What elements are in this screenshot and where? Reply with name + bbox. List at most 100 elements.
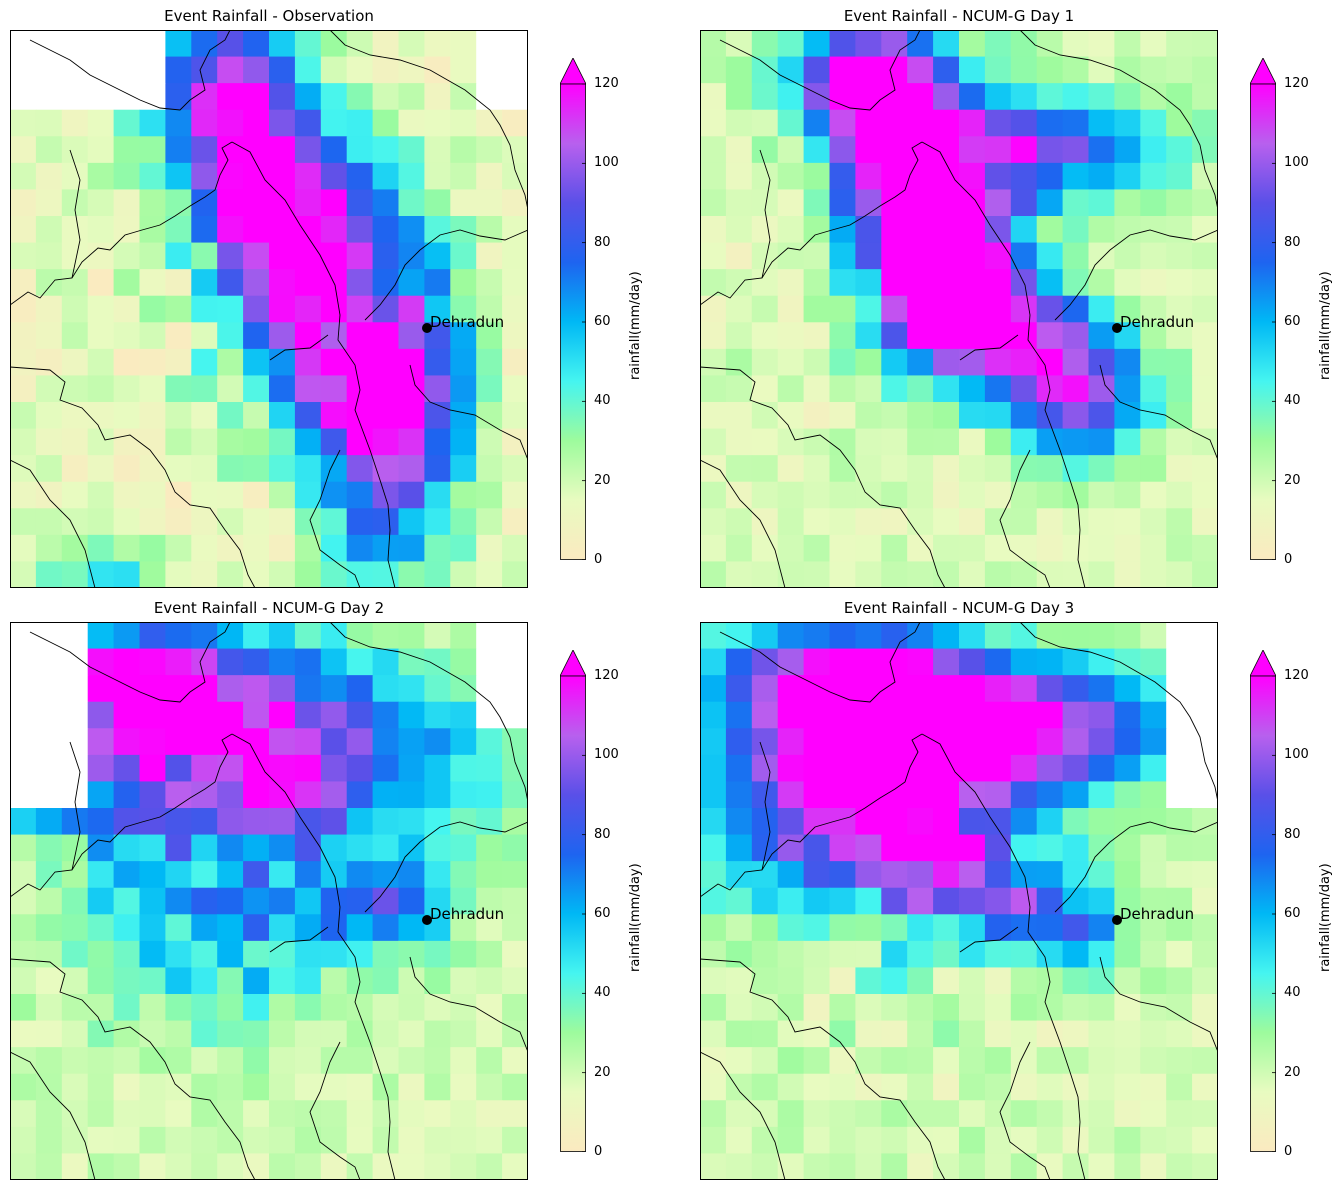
rainfall-cell xyxy=(10,83,37,111)
rainfall-cell xyxy=(777,914,805,942)
rainfall-cell xyxy=(269,428,296,456)
rainfall-cell xyxy=(907,534,934,563)
rainfall-cell xyxy=(984,834,1012,862)
rainfall-cell xyxy=(139,508,166,536)
rainfall-cell xyxy=(881,508,908,536)
rainfall-cell xyxy=(984,754,1012,783)
rainfall-cell xyxy=(61,322,89,350)
rainfall-cell xyxy=(320,675,348,703)
colorbar-tick-label: 40 xyxy=(594,985,611,1001)
rainfall-cell xyxy=(87,322,115,350)
rainfall-cell xyxy=(700,940,727,969)
rainfall-cell xyxy=(1114,754,1141,783)
rainfall-cell xyxy=(191,375,218,403)
rainfall-cell xyxy=(320,455,348,483)
rainfall-cell xyxy=(35,781,63,809)
rainfall-cell xyxy=(777,109,805,137)
rainfall-cell xyxy=(61,162,89,191)
rainfall-cell xyxy=(424,781,451,809)
rainfall-cell xyxy=(165,967,192,995)
state-boundary xyxy=(269,926,329,953)
rainfall-cell xyxy=(907,808,934,836)
rainfall-cell xyxy=(751,402,779,430)
rainfall-cell xyxy=(10,162,37,191)
rainfall-cell xyxy=(803,967,831,995)
rainfall-cell xyxy=(1140,861,1167,889)
rainfall-cell xyxy=(751,481,779,509)
rainfall-cell xyxy=(1088,1153,1115,1180)
rainfall-cell xyxy=(139,861,166,889)
rainfall-cell xyxy=(294,1020,322,1048)
rainfall-cell xyxy=(1192,375,1218,403)
rainfall-cell xyxy=(1192,561,1218,588)
rainfall-cell xyxy=(1088,269,1115,297)
rainfall-cell xyxy=(881,109,908,137)
state-boundary xyxy=(29,622,231,703)
rainfall-cell xyxy=(1140,83,1167,111)
rainfall-cell xyxy=(191,269,218,297)
state-boundary xyxy=(959,926,1019,953)
rainfall-cell xyxy=(346,295,374,323)
rainfall-cell xyxy=(320,754,348,783)
state-boundary xyxy=(759,149,771,279)
rainfall-cell xyxy=(113,675,141,703)
rainfall-cell xyxy=(1036,534,1064,563)
rainfall-cell xyxy=(294,808,322,836)
rainfall-cell xyxy=(346,914,374,942)
rainfall-cell xyxy=(1088,887,1115,915)
rainfall-cell xyxy=(346,1100,374,1128)
rainfall-cell xyxy=(346,455,374,483)
rainfall-cell xyxy=(725,561,753,588)
rainfall-cell xyxy=(1166,1100,1193,1128)
rainfall-cell xyxy=(346,162,374,191)
rainfall-cell xyxy=(803,561,831,588)
rainfall-cell xyxy=(881,348,908,377)
rainfall-cell xyxy=(165,834,192,862)
rainfall-cell xyxy=(269,861,296,889)
rainfall-cell xyxy=(217,561,244,588)
rainfall-cell xyxy=(1114,675,1141,703)
rainfall-cell xyxy=(1192,781,1218,809)
rainfall-cell xyxy=(984,428,1012,456)
rainfall-cell xyxy=(372,428,400,456)
rainfall-cell xyxy=(933,1020,960,1048)
rainfall-cell xyxy=(87,675,115,703)
rainfall-cell xyxy=(61,914,89,942)
rainfall-cell xyxy=(398,534,425,563)
rainfall-cell xyxy=(751,675,779,703)
state-boundary xyxy=(10,1051,96,1180)
rainfall-cell xyxy=(372,622,400,650)
rainfall-cell xyxy=(1036,1100,1064,1128)
rainfall-cell xyxy=(35,1100,63,1128)
rainfall-cell xyxy=(1166,861,1193,889)
rainfall-cell xyxy=(1192,622,1218,650)
rainfall-cell xyxy=(502,701,528,729)
rainfall-cell xyxy=(1140,30,1167,58)
rainfall-cell xyxy=(139,914,166,942)
rainfall-cell xyxy=(855,887,882,915)
rainfall-cell xyxy=(372,967,400,995)
rainfall-cell xyxy=(933,481,960,509)
rainfall-cell xyxy=(959,967,986,995)
rainfall-cell xyxy=(881,269,908,297)
rainfall-cell xyxy=(450,295,477,323)
rainfall-cell xyxy=(1114,508,1141,536)
rainfall-cell xyxy=(243,402,270,430)
rainfall-cell xyxy=(933,402,960,430)
rainfall-cell xyxy=(476,189,503,217)
rainfall-cell xyxy=(476,728,503,756)
rainfall-cell xyxy=(35,834,63,862)
rainfall-cell xyxy=(700,728,727,756)
rainfall-cell xyxy=(372,295,400,323)
rainfall-cell xyxy=(1062,1047,1090,1075)
rainfall-cell xyxy=(881,940,908,969)
rainfall-cell xyxy=(777,136,805,164)
rainfall-cell xyxy=(1192,1100,1218,1128)
rainfall-cell xyxy=(61,561,89,588)
rainfall-cell xyxy=(398,808,425,836)
rainfall-cell xyxy=(139,940,166,969)
rainfall-cell xyxy=(113,808,141,836)
rainfall-cell xyxy=(139,348,166,377)
city-marker xyxy=(422,323,432,333)
rainfall-cell xyxy=(1114,30,1141,58)
